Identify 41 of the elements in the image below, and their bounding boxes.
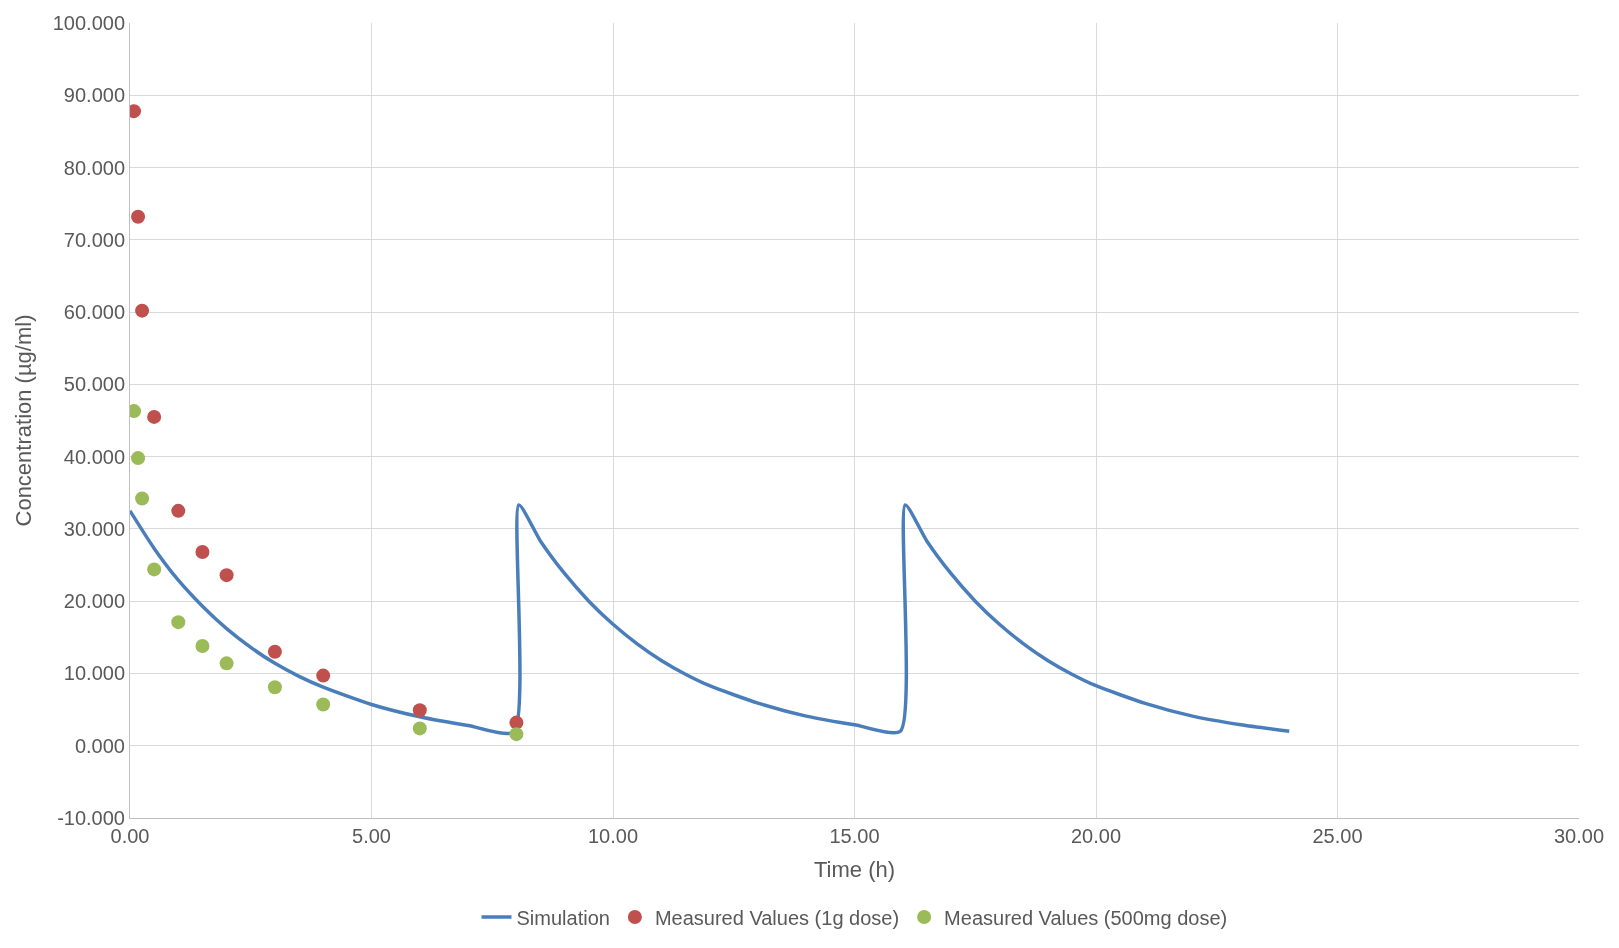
x-tick-label: 5.00 [352, 825, 391, 847]
legend-label: Measured Values (500mg dose) [944, 906, 1228, 929]
y-tick-label: 90.000 [63, 84, 125, 107]
point [171, 503, 186, 518]
legend-label: Simulation [516, 906, 610, 929]
y-tick-label: 100.000 [52, 12, 125, 34]
y-tick-label: 80.000 [63, 156, 125, 179]
x-tick-label: 10.00 [587, 825, 639, 847]
x-tick-label: 20.00 [1070, 825, 1122, 847]
y-tick-label: 60.000 [63, 301, 125, 324]
x-tick-label: 30.00 [1553, 825, 1605, 847]
point [509, 727, 524, 742]
point [267, 680, 282, 695]
point [267, 644, 282, 659]
point [135, 303, 150, 318]
point [135, 491, 150, 506]
point [171, 615, 186, 630]
point [195, 638, 210, 653]
x-tick-label: 15.00 [829, 825, 880, 847]
point [412, 721, 427, 736]
point [316, 668, 331, 683]
y-tick-label: 40.000 [63, 445, 125, 468]
y-tick-label: 50.000 [63, 373, 125, 396]
point [412, 703, 427, 718]
y-tick-label: 0.000 [74, 734, 125, 757]
point [219, 568, 234, 583]
x-tick-label: 25.00 [1312, 825, 1363, 847]
point [131, 209, 146, 224]
y-tick-label: 20.000 [63, 590, 125, 613]
point [195, 545, 210, 560]
x-axis-title: Time (h) [813, 856, 896, 882]
legend-label: Measured Values (1g dose) [654, 906, 900, 929]
y-axis-title: Concentration (µg/ml) [10, 314, 36, 527]
y-tick-label: 30.000 [63, 517, 125, 540]
y-tick-label: 70.000 [63, 228, 125, 251]
y-tick-label: 10.000 [63, 662, 125, 685]
point [219, 656, 234, 671]
point [316, 697, 331, 712]
point [131, 451, 146, 466]
point [147, 562, 162, 577]
point [147, 409, 162, 424]
